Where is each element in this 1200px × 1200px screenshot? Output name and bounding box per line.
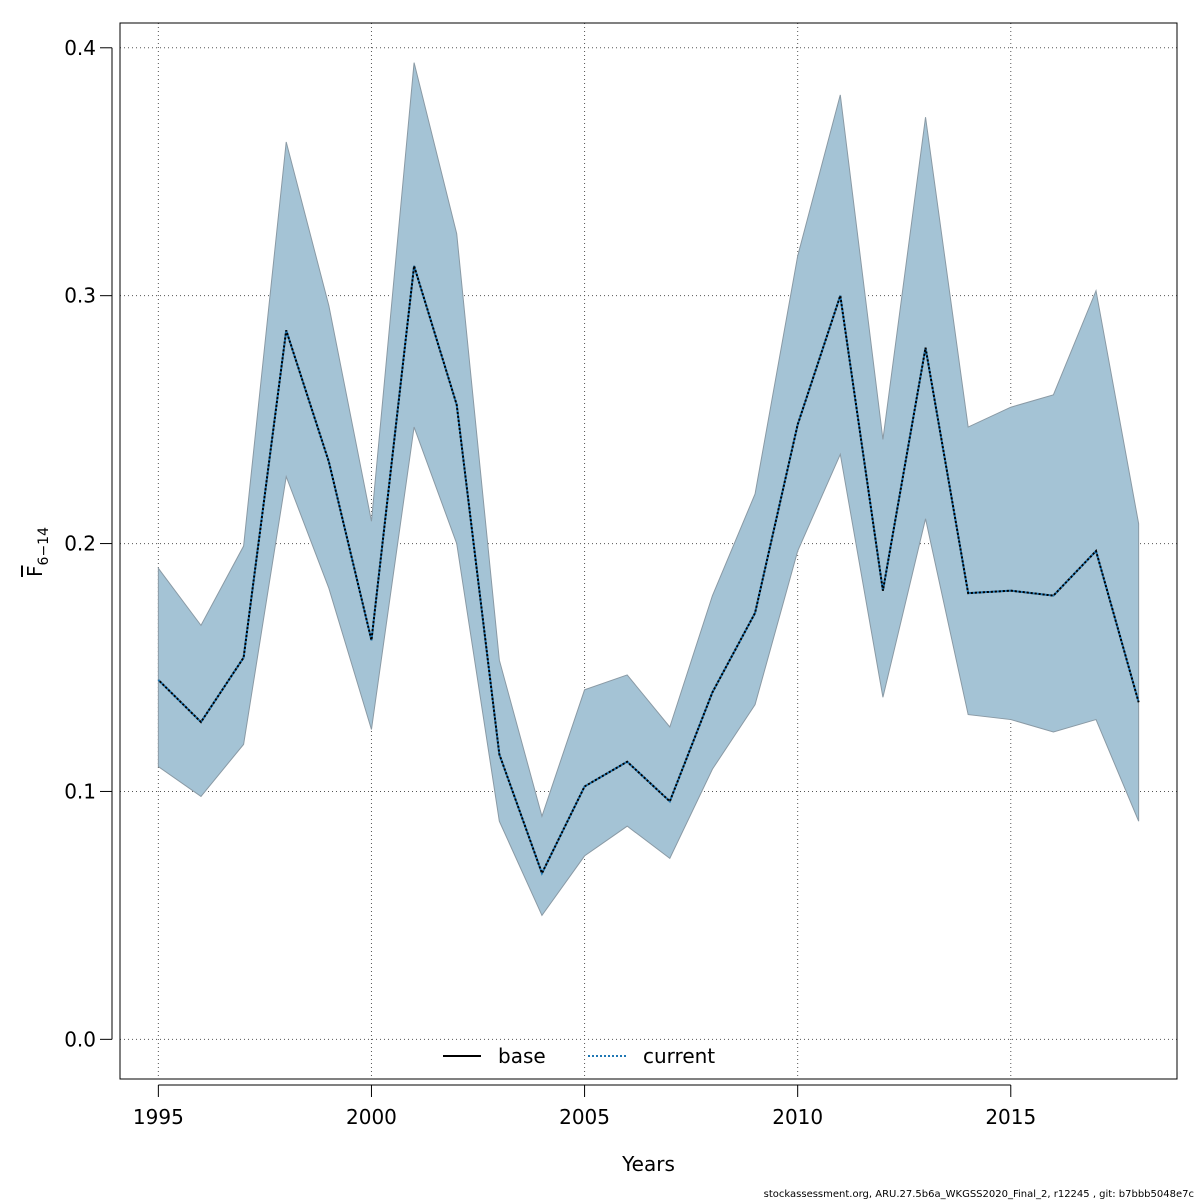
legend: base current	[443, 1044, 715, 1068]
plot-frame	[119, 22, 1178, 1080]
x-tick-label: 1995	[133, 1105, 184, 1129]
y-axis-title-main: F	[23, 565, 47, 577]
x-tick-label: 2000	[346, 1105, 397, 1129]
series-line-current	[157, 265, 1140, 876]
series-lines	[157, 265, 1140, 876]
x-tick-label: 2010	[772, 1105, 823, 1129]
y-axis-title: F6−14	[23, 527, 52, 577]
y-axis-title-sub: 6−14	[36, 527, 52, 566]
y-tick-label: 0.3	[64, 284, 96, 308]
confidence-band	[157, 62, 1140, 917]
x-tick-label: 2015	[985, 1105, 1036, 1129]
x-axis-title: Years	[621, 1152, 675, 1176]
x-tick-label: 2005	[559, 1105, 610, 1129]
y-tick-label: 0.4	[64, 36, 96, 60]
x-axis: 1995 2000 2005 2010 2015	[133, 1084, 1036, 1129]
series-line-current-dots	[157, 265, 1140, 876]
legend-label-current: current	[643, 1044, 715, 1068]
y-tick-label: 0.2	[64, 532, 96, 556]
footer-note: stockassessment.org, ARU.27.5b6a_WKGSS20…	[764, 1189, 1194, 1200]
y-tick-label: 0.0	[64, 1027, 96, 1051]
legend-label-base: base	[498, 1044, 546, 1068]
svg-text:F6−14: F6−14	[23, 527, 52, 577]
y-axis: 0.0 0.1 0.2 0.3 0.4	[64, 36, 113, 1051]
y-tick-label: 0.1	[64, 779, 96, 803]
